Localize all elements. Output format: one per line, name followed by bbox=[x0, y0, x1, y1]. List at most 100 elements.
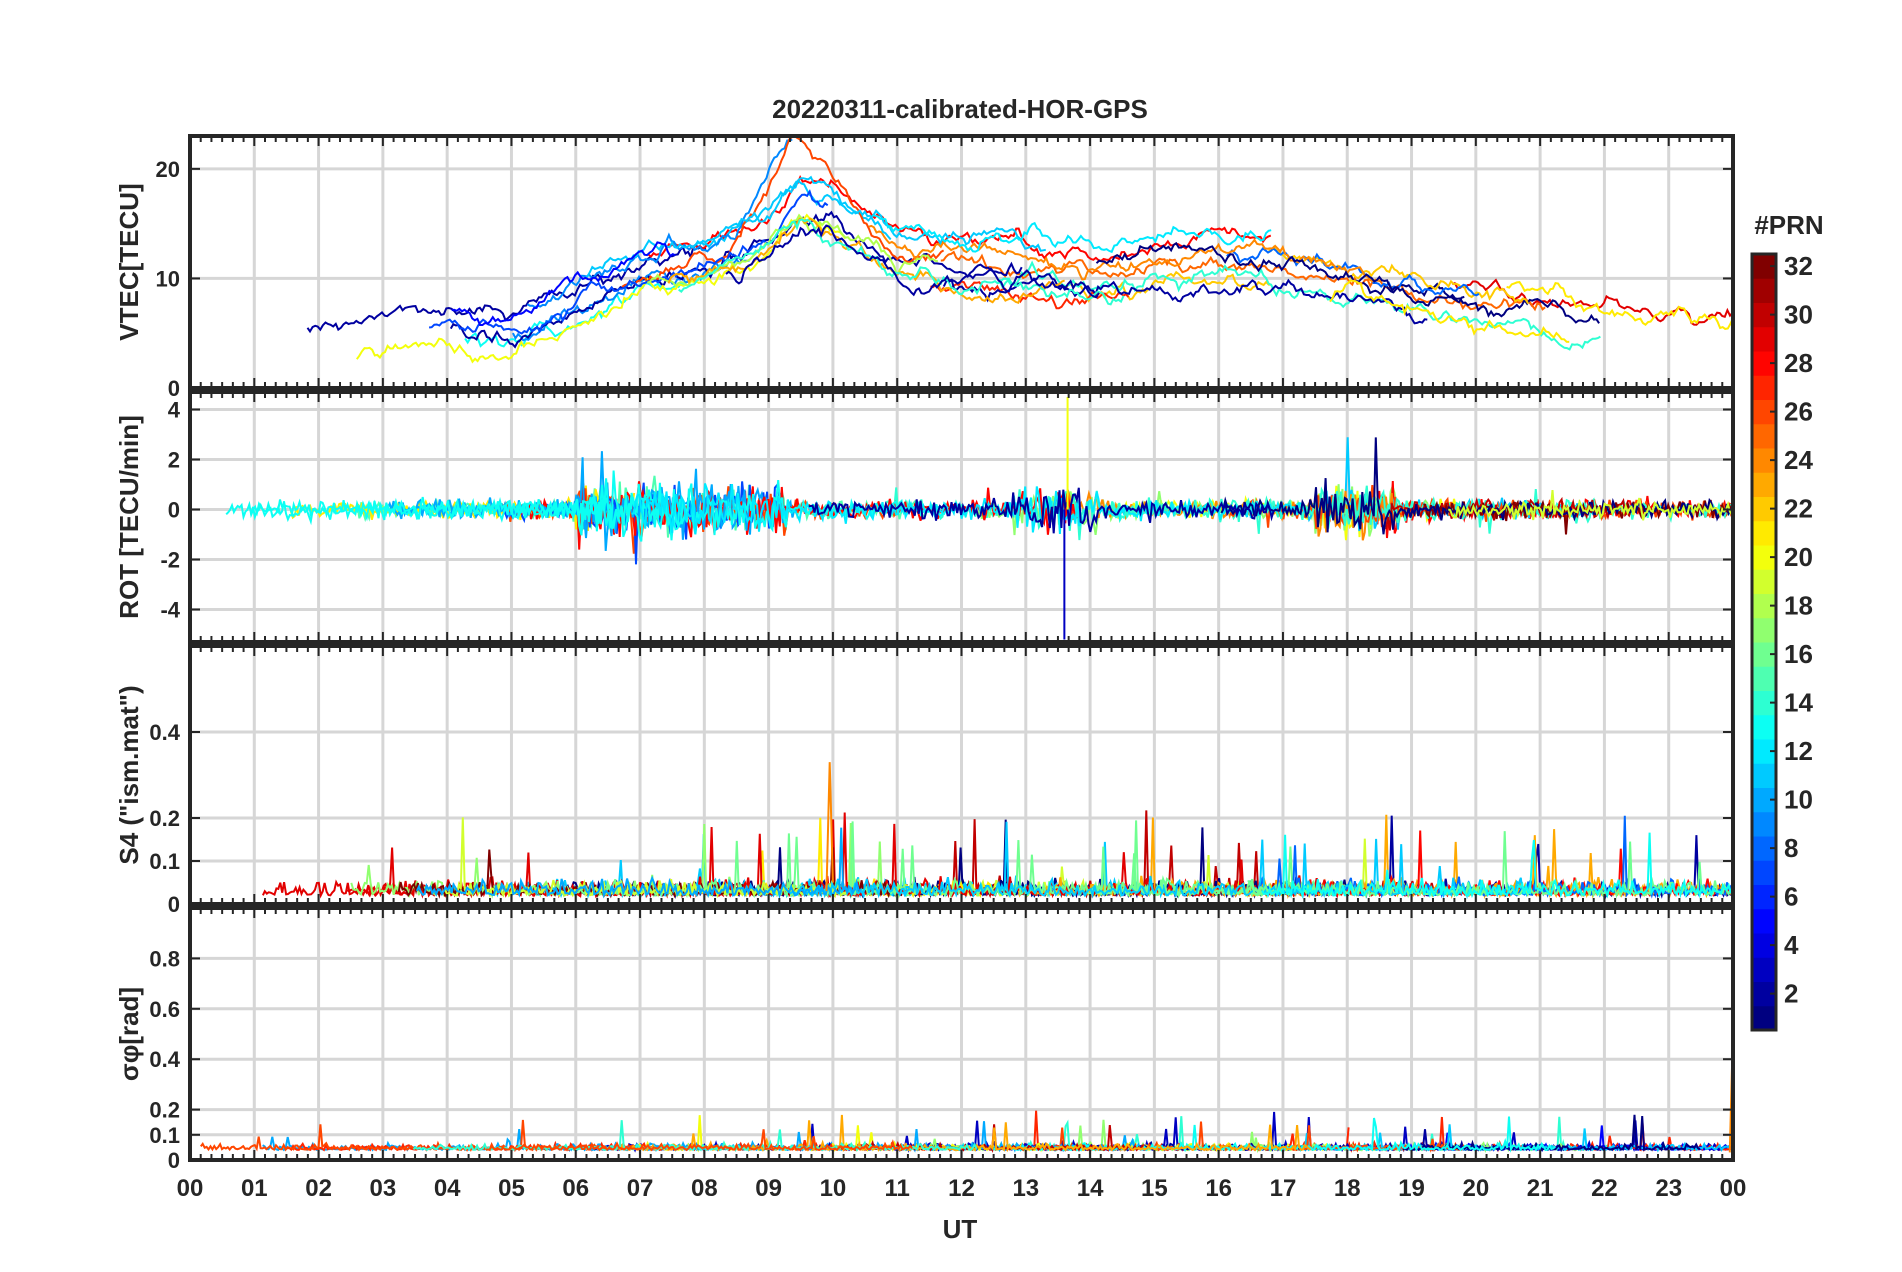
y-tick-label: 0.1 bbox=[149, 1123, 180, 1148]
colorbar-label: #PRN bbox=[1754, 210, 1823, 240]
colorbar-swatch bbox=[1752, 908, 1776, 934]
panel-rot: -4 -2 0 2 4 ROT [TECU/min] bbox=[114, 390, 1735, 644]
colorbar-swatch bbox=[1752, 811, 1776, 837]
s4-series-line bbox=[415, 827, 862, 900]
vtec-series-line bbox=[678, 218, 1125, 306]
colorbar-tick-label: 8 bbox=[1784, 833, 1798, 863]
rot-series-line bbox=[808, 487, 1275, 534]
rot-series-line bbox=[225, 478, 621, 531]
colorbar-frame bbox=[1750, 252, 1778, 1032]
colorbar-swatch bbox=[1752, 714, 1776, 740]
vtec-series-line bbox=[872, 214, 1272, 254]
x-tick-label: 02 bbox=[305, 1175, 332, 1202]
colorbar-tick-label: 4 bbox=[1784, 930, 1799, 960]
chart-title: 20220311-calibrated-HOR-GPS bbox=[772, 94, 1148, 124]
x-tick-label: 03 bbox=[370, 1175, 397, 1202]
vtec-series-line bbox=[621, 136, 945, 288]
y-axis-label: S4 ("ism.mat") bbox=[114, 685, 144, 864]
colorbar-swatch bbox=[1752, 860, 1776, 885]
colorbar-swatch bbox=[1752, 1005, 1776, 1031]
x-tick-label: 01 bbox=[241, 1175, 268, 1202]
colorbar-swatch bbox=[1752, 520, 1776, 546]
x-tick-label: 22 bbox=[1591, 1175, 1618, 1202]
y-tick-label: 0.1 bbox=[149, 849, 180, 874]
x-tick-label: 19 bbox=[1398, 1175, 1425, 1202]
x-tick-label: 09 bbox=[755, 1175, 782, 1202]
x-axis-label: UT bbox=[943, 1214, 978, 1244]
y-tick-label: 2 bbox=[168, 448, 180, 473]
vtec-series-line bbox=[1361, 281, 1600, 324]
colorbar-swatch bbox=[1752, 472, 1776, 497]
panel-sigma_phi-series bbox=[200, 1028, 1733, 1154]
x-tick-label: 23 bbox=[1655, 1175, 1682, 1202]
x-tick-label: 00 bbox=[1720, 1175, 1747, 1202]
y-tick-label: 0.4 bbox=[149, 720, 180, 745]
x-tick-label: 11 bbox=[885, 1175, 910, 1202]
colorbar-tick-label: 12 bbox=[1784, 736, 1813, 766]
vtec-series-line bbox=[451, 241, 676, 326]
y-axis-label: σφ[rad] bbox=[114, 987, 144, 1081]
x-tick-label: 05 bbox=[498, 1175, 525, 1202]
y-tick-label: 0 bbox=[168, 376, 180, 401]
panel-s4: 0 0.1 0.2 0.4S4 ("ism.mat") bbox=[114, 644, 1735, 917]
colorbar-tick-label: 32 bbox=[1784, 251, 1813, 281]
x-tick-label: 21 bbox=[1527, 1175, 1554, 1202]
y-tick-label: 0 bbox=[168, 1148, 180, 1173]
y-tick-label: -4 bbox=[160, 598, 180, 623]
colorbar-tick-label: 30 bbox=[1784, 300, 1813, 330]
y-tick-label: 0.6 bbox=[149, 997, 180, 1022]
x-tick-label: 18 bbox=[1334, 1175, 1361, 1202]
colorbar-swatch bbox=[1752, 569, 1776, 594]
colorbar-swatch bbox=[1752, 763, 1776, 788]
colorbar-swatch bbox=[1752, 957, 1776, 982]
x-tick-label: 04 bbox=[434, 1175, 461, 1202]
x-tick-label: 16 bbox=[1205, 1175, 1232, 1202]
colorbar-tick-label: 24 bbox=[1784, 445, 1813, 475]
y-axis-label: VTEC[TECU] bbox=[114, 183, 144, 340]
x-tick-label: 00 bbox=[177, 1175, 204, 1202]
colorbar-swatch bbox=[1752, 375, 1776, 400]
y-tick-label: 20 bbox=[156, 157, 180, 182]
colorbar-tick-label: 22 bbox=[1784, 494, 1813, 524]
panel-rot-series bbox=[225, 397, 1733, 640]
vtec-series-line bbox=[1095, 241, 1465, 307]
s4-peak bbox=[825, 762, 834, 892]
vtec-series-line bbox=[692, 180, 1046, 252]
vtec-series-line bbox=[1226, 246, 1480, 297]
y-tick-label: 0 bbox=[168, 498, 180, 523]
colorbar-swatch bbox=[1752, 423, 1776, 449]
s4-series-line bbox=[789, 838, 1532, 900]
x-tick-label: 15 bbox=[1141, 1175, 1168, 1202]
x-tick-label: 06 bbox=[562, 1175, 589, 1202]
colorbar-swatch bbox=[1752, 278, 1776, 303]
vtec-series-line bbox=[725, 224, 1100, 299]
vtec-series-line bbox=[306, 243, 707, 334]
colorbar-tick-label: 14 bbox=[1784, 688, 1813, 718]
colorbar-swatch bbox=[1752, 666, 1776, 691]
x-tick-label: 14 bbox=[1077, 1175, 1104, 1202]
x-tick-label: 13 bbox=[1012, 1175, 1039, 1202]
y-tick-label: -2 bbox=[160, 548, 180, 573]
y-tick-label: 4 bbox=[168, 398, 181, 423]
x-tick-label: 20 bbox=[1462, 1175, 1489, 1202]
x-axis: 00 01 02 03 04 05 06 07 08 09 10 11 12 13 14 15 16 17 18 19… bbox=[177, 1175, 1747, 1202]
panel-sigma_phi: 00.10.2 0.4 0.6 0.8σφ[rad] bbox=[114, 906, 1735, 1173]
colorbar-swatch bbox=[1752, 617, 1776, 643]
colorbar-tick-label: 2 bbox=[1784, 979, 1798, 1009]
sigma_phi-peak bbox=[1728, 1028, 1733, 1153]
panel-s4-series bbox=[261, 762, 1733, 900]
y-tick-label: 0 bbox=[168, 892, 180, 917]
rot-series-line bbox=[1447, 490, 1733, 521]
vtec-series-line bbox=[428, 189, 829, 335]
x-tick-label: 10 bbox=[820, 1175, 847, 1202]
colorbar-swatch bbox=[1752, 326, 1776, 352]
vtec-series-line bbox=[1329, 279, 1570, 343]
vtec-series-line bbox=[355, 213, 847, 364]
colorbar-tick-label: 28 bbox=[1784, 348, 1813, 378]
colorbar-tick-label: 18 bbox=[1784, 591, 1813, 621]
colorbar-tick-label: 20 bbox=[1784, 542, 1813, 572]
colorbar-tick-label: 26 bbox=[1784, 397, 1813, 427]
vtec-series-line bbox=[942, 273, 1428, 325]
